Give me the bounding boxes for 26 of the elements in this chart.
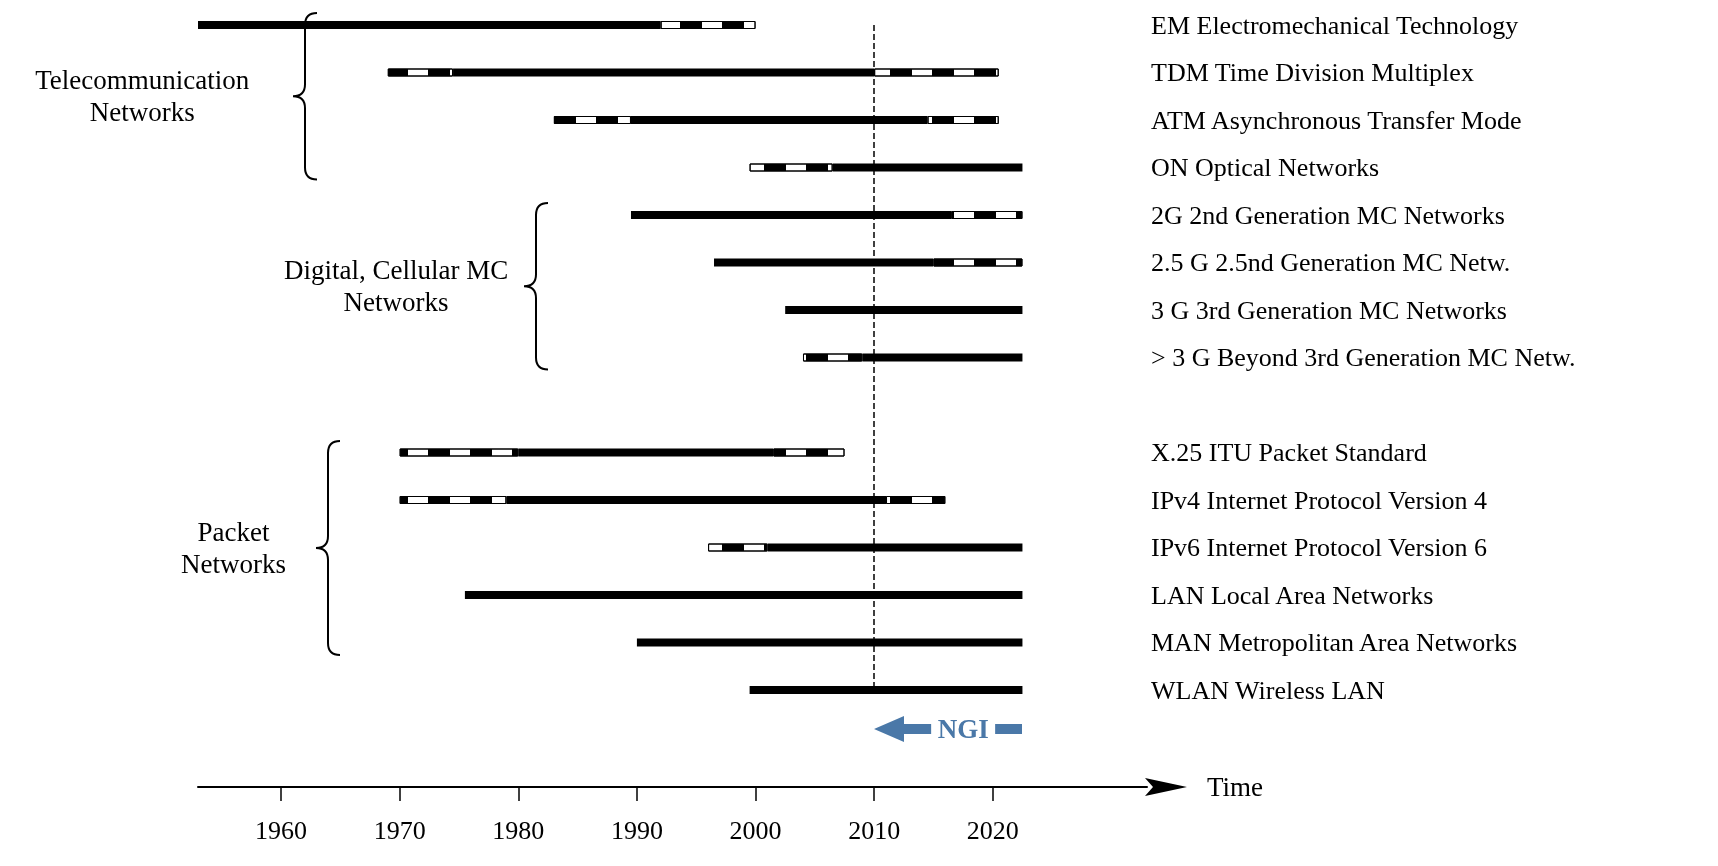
y-tick-label: > 3 G Beyond 3rd Generation MC Netw. xyxy=(1151,343,1576,372)
x-tick-label: 2010 xyxy=(848,815,901,845)
y-tick-label: IPv6 Internet Protocol Version 6 xyxy=(1151,533,1488,562)
y-tick-label: 3 G 3rd Generation MC Networks xyxy=(1151,295,1507,325)
y-tick-label: LAN Local Area Networks xyxy=(1151,580,1434,610)
x-tick-label: 1980 xyxy=(492,815,545,845)
annotation: Digital, Cellular MC Networks xyxy=(282,254,510,319)
x-tick-label: 1970 xyxy=(373,815,426,845)
y-tick-label: X.25 ITU Packet Standard xyxy=(1151,438,1427,467)
y-tick-label: MAN Metropolitan Area Networks xyxy=(1151,628,1518,657)
text: NGI xyxy=(936,713,990,745)
y-tick-label: EM Electromechanical Technology xyxy=(1151,10,1519,40)
x-tick-label: 1990 xyxy=(610,815,663,845)
y-tick-label: ATM Asynchronous Transfer Mode xyxy=(1151,105,1522,135)
annotation: Packet Networks xyxy=(180,515,287,580)
x-axis-title: Time xyxy=(1207,772,1264,802)
y-tick-label: 2G 2nd Generation MC Networks xyxy=(1151,200,1505,230)
y-tick-label: ON Optical Networks xyxy=(1151,153,1380,182)
x-tick-label: 2020 xyxy=(966,815,1019,845)
y-tick-label: IPv4 Internet Protocol Version 4 xyxy=(1151,485,1488,515)
y-tick-label: TDM Time Division Multiplex xyxy=(1151,58,1474,87)
annotation: Telecommunication Networks xyxy=(34,64,251,129)
y-tick-label: WLAN Wireless LAN xyxy=(1151,675,1386,705)
y-tick-label: 2.5 G 2.5nd Generation MC Netw. xyxy=(1151,248,1511,277)
x-tick-label: 1960 xyxy=(255,815,308,845)
x-tick-label: 2000 xyxy=(729,815,782,845)
